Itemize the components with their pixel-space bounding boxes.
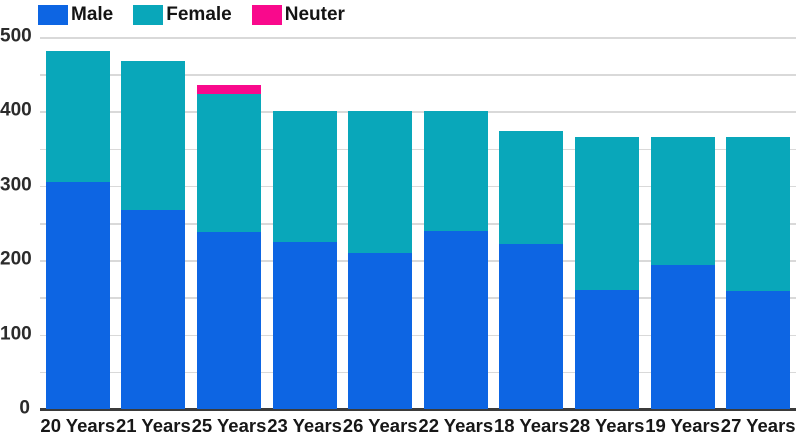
bar-segment-female[interactable] (650, 137, 715, 265)
gridline-250 (40, 223, 796, 225)
bar-segment-male[interactable] (726, 290, 791, 409)
bar-column-26-years (348, 0, 413, 409)
bar-column-19-years (650, 0, 715, 409)
y-tick-label-500: 500 (0, 25, 32, 47)
legend-item-female[interactable]: Female (133, 4, 232, 26)
x-tick-label-19-years: 19 Years (645, 415, 720, 436)
y-tick-label-100: 100 (0, 323, 32, 345)
female-swatch-icon (133, 5, 164, 25)
neuter-swatch-icon (251, 5, 282, 25)
bar-column-22-years (423, 0, 488, 409)
bar-segment-female[interactable] (45, 51, 110, 183)
bar-segment-female[interactable] (121, 60, 186, 210)
bar-column-27-years (726, 0, 791, 409)
y-tick-label-300: 300 (0, 174, 32, 196)
chart-legend: Male Female Neuter (38, 4, 345, 26)
bar-segment-male[interactable] (197, 231, 261, 409)
x-tick-label-18-years: 18 Years (494, 415, 569, 436)
bar-segment-female[interactable] (348, 111, 413, 253)
gridline-200 (40, 260, 796, 262)
bar-column-25-years (197, 0, 261, 409)
gridline-300 (40, 185, 796, 188)
x-tick-label-25-years: 25 Years (191, 415, 267, 436)
bar-column-18-years (499, 0, 564, 409)
x-tick-label-21-years: 21 Years (116, 415, 191, 436)
gridline-150 (40, 297, 796, 299)
x-tick-label-26-years: 26 Years (342, 415, 418, 436)
bar-segment-female[interactable] (575, 137, 639, 290)
gridline-100 (40, 334, 796, 337)
bar-segment-female[interactable] (499, 131, 564, 244)
gridline-400 (40, 111, 796, 113)
x-axis-line (40, 408, 796, 411)
bar-segment-male[interactable] (45, 182, 110, 409)
legend-label-female: Female (166, 4, 232, 25)
bar-segment-female[interactable] (272, 111, 337, 243)
bar-segment-male[interactable] (121, 209, 186, 409)
bar-segment-female[interactable] (726, 137, 791, 291)
bar-column-21-years (121, 0, 186, 409)
bar-segment-female[interactable] (423, 111, 488, 232)
bar-segment-female[interactable] (197, 94, 261, 232)
bar-segment-male[interactable] (499, 243, 564, 409)
y-tick-label-0: 0 (19, 397, 30, 419)
bar-segment-male[interactable] (575, 289, 639, 409)
bar-column-23-years (272, 0, 337, 409)
gridline-450 (40, 74, 796, 76)
y-tick-label-200: 200 (0, 248, 32, 270)
legend-label-neuter: Neuter (284, 4, 345, 25)
bar-column-28-years (575, 0, 639, 409)
x-tick-label-20-years: 20 Years (40, 415, 116, 436)
x-tick-label-23-years: 23 Years (267, 415, 342, 436)
bar-segment-male[interactable] (423, 231, 488, 409)
plot-area: 20 Years 21 Years 25 Years 23 Years 26 Years… (40, 0, 796, 441)
legend-label-male: Male (71, 4, 114, 25)
bar-segment-neuter[interactable] (197, 84, 261, 95)
gridline-350 (40, 148, 796, 151)
bar-segment-male[interactable] (272, 242, 337, 409)
x-tick-label-28-years: 28 Years (569, 415, 645, 436)
x-tick-label-27-years: 27 Years (720, 415, 796, 436)
legend-item-neuter[interactable]: Neuter (251, 4, 345, 26)
bar-segment-male[interactable] (650, 264, 715, 409)
x-tick-label-22-years: 22 Years (418, 415, 494, 436)
bar-column-20-years (45, 0, 110, 409)
y-tick-label-400: 400 (0, 99, 32, 121)
bar-segment-male[interactable] (348, 252, 413, 409)
legend-item-male[interactable]: Male (38, 4, 113, 26)
male-swatch-icon (38, 5, 68, 25)
gridline-50 (40, 371, 796, 374)
gridline-500 (40, 37, 796, 39)
